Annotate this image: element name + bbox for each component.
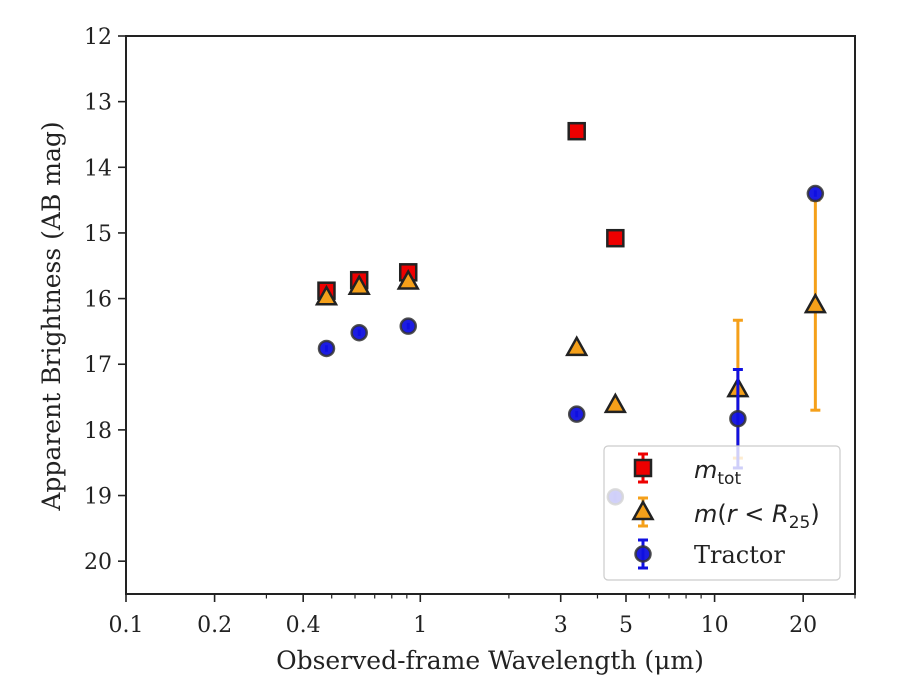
data-point-tractor: [806, 184, 825, 203]
y-axis: 12 13 14 15 16 17 18 19 20: [84, 25, 126, 575]
data-point-tractor: [317, 339, 336, 358]
x-axis-label: Observed-frame Wavelength (μm): [276, 646, 704, 675]
x-tick-label: 3: [554, 613, 568, 638]
y-tick-label: 17: [84, 353, 112, 378]
x-axis: 0.1 0.2 0.4 1 3 5 10 20: [109, 594, 856, 638]
data-point-m-r25: [803, 292, 827, 314]
legend-marker-m-tot: [633, 458, 653, 478]
plot-area: [314, 121, 827, 506]
y-tick-label: 16: [84, 288, 112, 313]
y-tick-label: 20: [84, 550, 112, 575]
data-point-tractor: [399, 317, 417, 335]
y-tick-label: 14: [84, 156, 112, 181]
x-tick-label: 1: [413, 613, 427, 638]
legend-label-m-r25: m(r < R25): [694, 500, 820, 533]
x-tick-label: 10: [701, 613, 729, 638]
x-tick-label: 0.4: [286, 613, 321, 638]
legend: mtot m(r < R25) Tractor: [603, 445, 841, 581]
data-point-m-r25: [603, 392, 627, 414]
data-point-m-tot: [606, 228, 625, 248]
legend-label-tractor: Tractor: [694, 541, 785, 569]
y-tick-label: 13: [84, 91, 112, 116]
x-tick-label: 5: [619, 613, 633, 638]
legend-marker-tractor: [634, 545, 652, 563]
x-tick-label: 0.1: [109, 613, 144, 638]
y-tick-label: 12: [84, 25, 112, 50]
data-point-m-r25: [347, 274, 371, 296]
axes-frame: [125, 35, 856, 595]
data-point-tractor: [729, 409, 747, 428]
x-tick-label: 20: [789, 613, 817, 638]
legend-box: [603, 445, 841, 581]
legend-markers: [631, 452, 655, 570]
y-axis-label: Apparent Brightness (AB mag): [37, 121, 66, 511]
legend-label-m-tot: mtot: [694, 456, 741, 489]
y-tick-label: 19: [84, 485, 112, 510]
data-point-m-r25: [565, 335, 589, 357]
data-point-m-tot: [567, 121, 586, 141]
legend-marker-m-r25: [631, 499, 655, 521]
data-point-tractor: [350, 323, 368, 342]
data-point-m-r25: [396, 268, 420, 290]
data-point-m-r25: [314, 284, 339, 306]
data-point-tractor: [567, 405, 586, 423]
x-tick-label: 0.2: [197, 613, 232, 638]
y-tick-label: 18: [84, 419, 112, 444]
y-tick-label: 15: [84, 222, 112, 247]
